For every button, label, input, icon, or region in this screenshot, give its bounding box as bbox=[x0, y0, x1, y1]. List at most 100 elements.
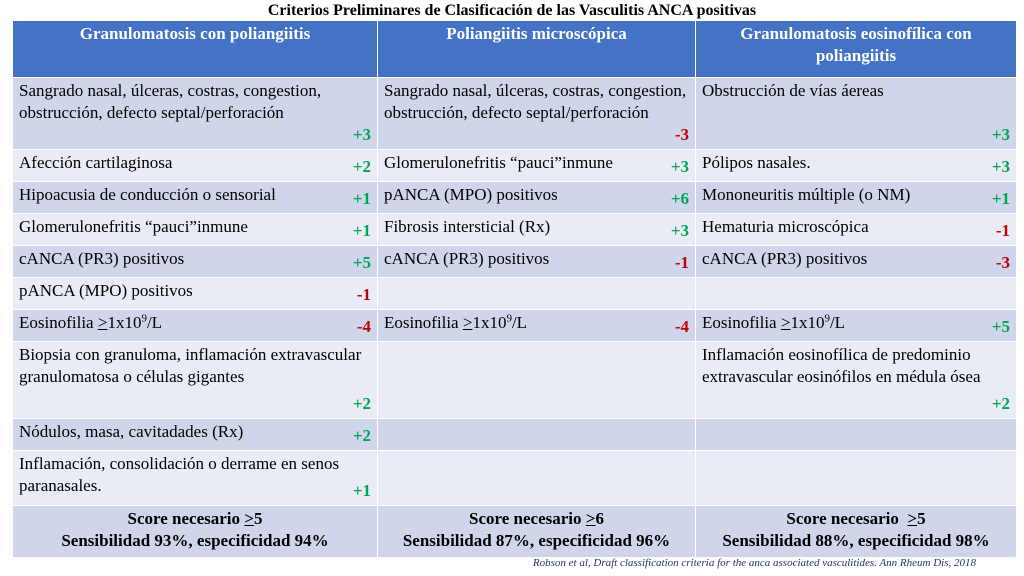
sensitivity-specificity: Sensibilidad 88%, especificidad 98% bbox=[722, 531, 990, 550]
criterion-text-mid: 1x10 bbox=[790, 313, 825, 332]
criterion-text-ul: > bbox=[462, 313, 473, 332]
criterion-cell-egpa bbox=[695, 418, 1017, 451]
criterion-score: +3 bbox=[670, 157, 689, 176]
criterion-cell-gpa: cANCA (PR3) positivos +5 bbox=[12, 245, 378, 278]
required-score-ul: > bbox=[907, 509, 918, 528]
criterion-cell-mpa: cANCA (PR3) positivos -1 bbox=[377, 245, 696, 278]
criterion-score: +2 bbox=[991, 394, 1010, 413]
criterion-score: +5 bbox=[991, 317, 1010, 336]
criterion-cell-gpa: Afección cartilaginosa +2 bbox=[12, 149, 378, 182]
criterion-text: pANCA (MPO) positivos bbox=[384, 185, 558, 204]
criterion-text: Eosinofilia >1x109/L bbox=[702, 313, 845, 332]
criterion-text: Eosinofilia >1x109/L bbox=[384, 313, 527, 332]
criterion-cell-egpa: Pólipos nasales. +3 bbox=[695, 149, 1017, 182]
criterion-text-post: /L bbox=[829, 313, 846, 332]
criterion-cell-gpa: Biopsia con granuloma, inflamación extra… bbox=[12, 341, 378, 419]
criterion-text: Inflamación, consolidación o derrame en … bbox=[19, 454, 340, 495]
criterion-cell-gpa: Eosinofilia >1x109/L -4 bbox=[12, 309, 378, 342]
table-row: Nódulos, masa, cavitadades (Rx) +2 bbox=[12, 418, 1017, 451]
table-row: Sangrado nasal, úlceras, costras, conges… bbox=[12, 77, 1017, 150]
criterion-cell-gpa: pANCA (MPO) positivos -1 bbox=[12, 277, 378, 310]
criterion-score: +3 bbox=[991, 125, 1010, 144]
criterion-score: +1 bbox=[991, 189, 1010, 208]
criterion-cell-mpa bbox=[377, 277, 696, 310]
criterion-score: +2 bbox=[352, 426, 371, 445]
criterion-cell-mpa: Fibrosis intersticial (Rx) +3 bbox=[377, 213, 696, 246]
criterion-text: cANCA (PR3) positivos bbox=[702, 249, 868, 268]
criterion-text: Glomerulonefritis “pauci”inmune bbox=[384, 153, 613, 172]
criterion-cell-egpa: cANCA (PR3) positivos -3 bbox=[695, 245, 1017, 278]
table-row: Hipoacusia de conducción o sensorial +1 pA… bbox=[12, 181, 1017, 214]
summary-cell-mpa: Score necesario >6 Sensibilidad 87%, espe… bbox=[377, 505, 696, 558]
required-score-val: 5 bbox=[917, 509, 926, 528]
required-score-ul: > bbox=[244, 509, 254, 528]
criterion-score: +6 bbox=[670, 189, 689, 208]
criterion-score: +1 bbox=[352, 189, 371, 208]
required-score-pre: Score necesario bbox=[127, 509, 245, 528]
criterion-text-post: /L bbox=[511, 313, 528, 332]
summary-row: Score necesario >5 Sensibilidad 93%, espe… bbox=[12, 505, 1017, 558]
criterion-score: +3 bbox=[991, 157, 1010, 176]
criterion-text-pre: Eosinofilia bbox=[384, 313, 463, 332]
criterion-cell-gpa: Sangrado nasal, úlceras, costras, conges… bbox=[12, 77, 378, 150]
criterion-score: -3 bbox=[995, 253, 1010, 272]
criterion-cell-egpa: Mononeuritis múltiple (o NM) +1 bbox=[695, 181, 1017, 214]
required-score-val: 6 bbox=[595, 509, 604, 528]
criterion-text-sup: 9 bbox=[141, 312, 147, 325]
table-row: Biopsia con granuloma, inflamación extra… bbox=[12, 341, 1017, 419]
criterion-cell-egpa: Obstrucción de vías áereas +3 bbox=[695, 77, 1017, 150]
criterion-score: +2 bbox=[352, 157, 371, 176]
criterion-score: +1 bbox=[352, 221, 371, 240]
criterion-text: Obstrucción de vías áereas bbox=[702, 81, 884, 100]
criteria-table: Granulomatosis con poliangiitis Poliangi… bbox=[12, 20, 1017, 558]
criterion-text-pre: Eosinofilia bbox=[702, 313, 781, 332]
table-row: Glomerulonefritis “pauci”inmune +1 Fibrosi… bbox=[12, 213, 1017, 246]
criterion-score: +2 bbox=[352, 394, 371, 413]
criterion-cell-egpa: Hematuria microscópica -1 bbox=[695, 213, 1017, 246]
required-score: Score necesario >5 bbox=[19, 508, 371, 530]
criterion-text: Fibrosis intersticial (Rx) bbox=[384, 217, 551, 236]
reference-citation: Robson et al, Draft classification crite… bbox=[532, 557, 976, 569]
criterion-text-sup: 9 bbox=[824, 312, 830, 325]
criterion-score: -1 bbox=[356, 285, 371, 304]
table-row: cANCA (PR3) positivos +5 cANCA (PR3) posit… bbox=[12, 245, 1017, 278]
criterion-score: +3 bbox=[670, 221, 689, 240]
criterion-cell-egpa: Inflamación eosinofílica de predominio e… bbox=[695, 341, 1017, 419]
criterion-cell-mpa: Eosinofilia >1x109/L -4 bbox=[377, 309, 696, 342]
criterion-cell-mpa: Glomerulonefritis “pauci”inmune +3 bbox=[377, 149, 696, 182]
criterion-cell-mpa bbox=[377, 418, 696, 451]
criterion-text: Glomerulonefritis “pauci”inmune bbox=[19, 217, 248, 236]
criterion-text: Mononeuritis múltiple (o NM) bbox=[702, 185, 911, 204]
criterion-cell-mpa bbox=[377, 341, 696, 419]
criterion-text-sup: 9 bbox=[506, 312, 512, 325]
criterion-score: -4 bbox=[674, 317, 689, 336]
required-score-pre: Score necesario bbox=[786, 509, 908, 528]
criterion-text-mid: 1x10 bbox=[472, 313, 507, 332]
criterion-score: +5 bbox=[352, 253, 371, 272]
header-gpa: Granulomatosis con poliangiitis bbox=[12, 20, 378, 78]
criterion-text-pre: Eosinofilia bbox=[19, 313, 98, 332]
criterion-text: Inflamación eosinofílica de predominio e… bbox=[702, 345, 981, 386]
table-row: Eosinofilia >1x109/L -4 Eosinofilia >1x109… bbox=[12, 309, 1017, 342]
page-title: Criterios Preliminares de Clasificación … bbox=[267, 2, 757, 19]
criterion-text-ul: > bbox=[97, 313, 108, 332]
table-row: pANCA (MPO) positivos -1 bbox=[12, 277, 1017, 310]
criterion-text: Hematuria microscópica bbox=[702, 217, 869, 236]
criterion-cell-mpa: pANCA (MPO) positivos +6 bbox=[377, 181, 696, 214]
criterion-score: -3 bbox=[674, 125, 689, 144]
criterion-text: Sangrado nasal, úlceras, costras, conges… bbox=[384, 81, 687, 122]
header-egpa: Granulomatosis eosinofílica con poliangi… bbox=[695, 20, 1017, 78]
criterion-text: cANCA (PR3) positivos bbox=[384, 249, 550, 268]
required-score-val: 5 bbox=[253, 509, 263, 528]
sensitivity-specificity: Sensibilidad 87%, especificidad 96% bbox=[402, 531, 671, 550]
criterion-cell-mpa bbox=[377, 450, 696, 506]
criterion-cell-gpa: Hipoacusia de conducción o sensorial +1 bbox=[12, 181, 378, 214]
criterion-text: Afección cartilaginosa bbox=[19, 153, 173, 172]
required-score: Score necesario >5 bbox=[702, 508, 1010, 530]
criterion-score: -1 bbox=[995, 221, 1010, 240]
sensitivity-specificity: Sensibilidad 93%, especificidad 94% bbox=[61, 531, 329, 550]
criterion-text-mid: 1x10 bbox=[107, 313, 142, 332]
criterion-text: cANCA (PR3) positivos bbox=[19, 249, 185, 268]
criterion-cell-egpa: Eosinofilia >1x109/L +5 bbox=[695, 309, 1017, 342]
criterion-cell-gpa: Glomerulonefritis “pauci”inmune +1 bbox=[12, 213, 378, 246]
